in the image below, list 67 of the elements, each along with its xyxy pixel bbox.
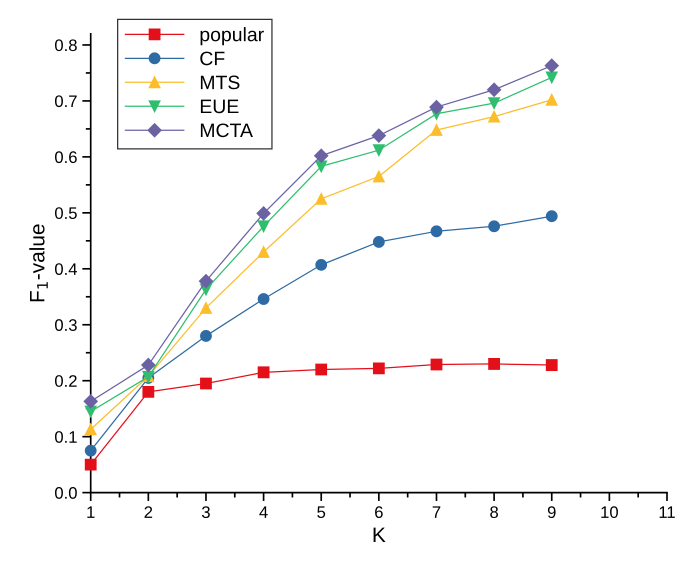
point (258, 366, 270, 378)
point (84, 394, 98, 408)
y-axis-title: F$_{1}$-value (29, 224, 48, 302)
point (256, 206, 271, 220)
point (488, 110, 500, 122)
point (546, 210, 558, 222)
point (488, 220, 500, 232)
point (488, 358, 500, 370)
point (315, 364, 328, 376)
point (546, 359, 558, 371)
x-tick-label: 7 (432, 506, 440, 518)
point (258, 246, 270, 258)
y-tick-label: 0.0 (54, 487, 77, 499)
point (546, 94, 558, 106)
point (315, 192, 328, 205)
x-tick-label: 2 (144, 506, 152, 518)
point (84, 444, 97, 457)
point (430, 124, 442, 136)
point (315, 160, 328, 172)
point (314, 148, 328, 163)
point (200, 302, 212, 314)
point (372, 236, 385, 248)
legend-label: popular (200, 27, 264, 46)
x-tick-label: 3 (202, 506, 210, 518)
point (141, 358, 156, 372)
x-tick-label: 1 (87, 506, 95, 518)
point (84, 406, 97, 418)
point (315, 258, 328, 271)
legend-label: CF (200, 52, 224, 66)
legend-label: EUE (200, 100, 238, 114)
x-tick-label: 6 (375, 506, 383, 518)
y-tick-label: 0.3 (54, 319, 77, 331)
point (487, 82, 502, 97)
x-tick-label: 8 (490, 506, 498, 518)
x-tick-label: 5 (317, 506, 326, 518)
point (430, 225, 442, 238)
point (198, 274, 214, 288)
point (429, 100, 444, 114)
point (372, 362, 385, 374)
x-tick-label: 9 (548, 506, 556, 518)
point (544, 58, 559, 73)
legend-label: MTS (200, 76, 240, 90)
point (200, 378, 212, 390)
x-tick-label: 11 (660, 506, 675, 518)
point (200, 330, 212, 342)
y-tick-label: 0.5 (54, 207, 77, 220)
point (142, 386, 154, 398)
point (430, 358, 442, 370)
x-tick-label: 4 (259, 506, 268, 518)
point (372, 128, 386, 143)
y-tick-label: 0.4 (54, 263, 78, 275)
point (84, 458, 97, 471)
point (546, 72, 558, 84)
point (372, 144, 385, 156)
point (84, 423, 97, 436)
y-tick-label: 0.1 (54, 431, 77, 443)
point (258, 220, 270, 232)
y-tick-label: 0.8 (54, 39, 77, 52)
point (488, 97, 500, 110)
legend-label: MCTA (200, 123, 253, 138)
x-axis-title: K (374, 528, 386, 542)
y-tick-label: 0.2 (54, 375, 77, 387)
y-tick-label: 0.7 (54, 95, 77, 108)
point (372, 170, 385, 182)
y-tick-label: 0.6 (54, 151, 77, 164)
x-tick-label: 10 (601, 506, 618, 518)
point (258, 293, 270, 305)
